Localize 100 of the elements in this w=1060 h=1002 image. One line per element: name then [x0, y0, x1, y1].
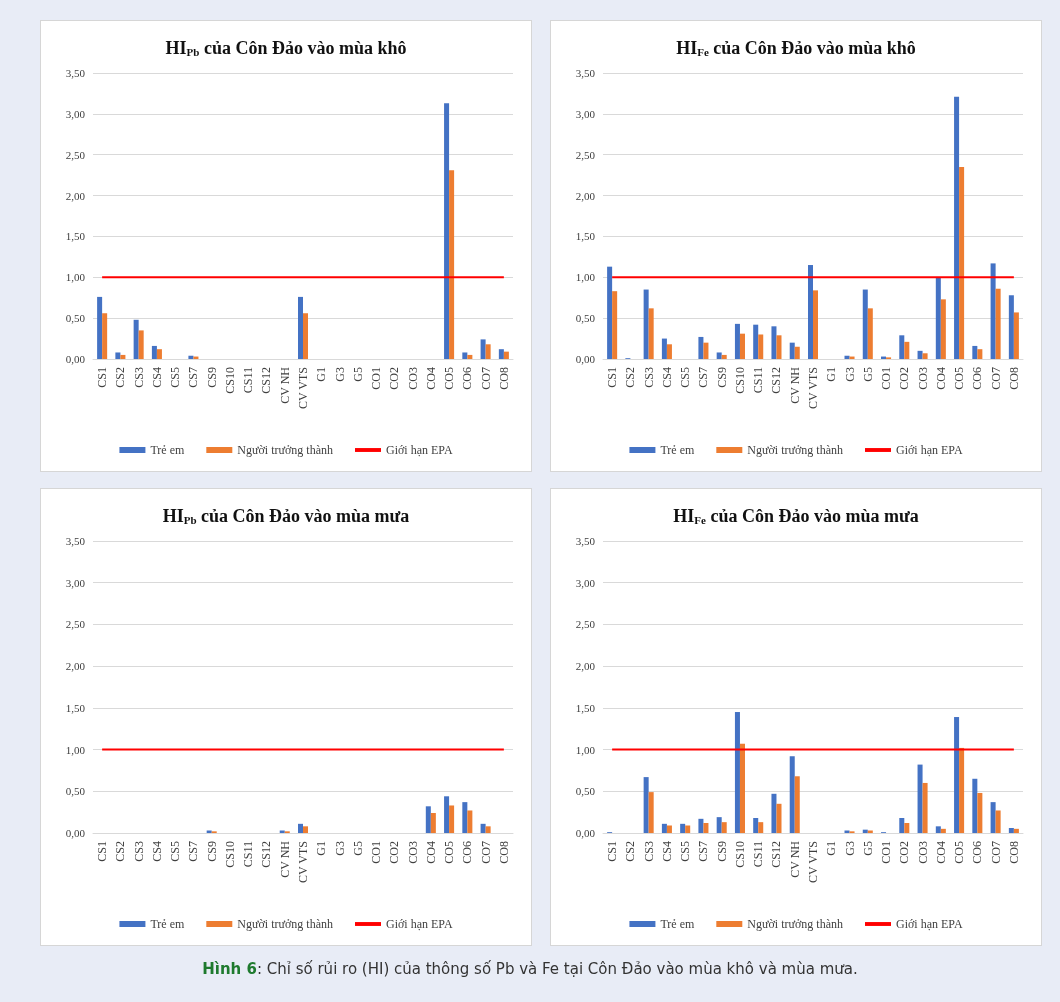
x-tick-label: CO7 — [478, 841, 493, 864]
bar — [698, 818, 704, 833]
bar — [721, 822, 727, 833]
y-tick-label: 2,50 — [65, 618, 86, 631]
bar — [430, 812, 436, 833]
y-tick-label: 0,00 — [65, 353, 86, 365]
x-tick-label: CO4 — [423, 841, 438, 864]
bar — [771, 793, 777, 833]
x-tick-label: CS1 — [95, 367, 110, 388]
x-tick-label: G5 — [350, 367, 365, 382]
x-tick-label: CS4 — [149, 841, 164, 862]
bar — [449, 170, 455, 359]
bar — [612, 291, 618, 359]
x-tick-label: CS1 — [605, 841, 620, 862]
bar — [807, 265, 813, 359]
x-tick-label: CO6 — [460, 841, 475, 864]
x-tick-label: CS11 — [751, 367, 766, 394]
x-tick-label: CS2 — [113, 367, 128, 388]
x-tick-label: CS4 — [659, 841, 674, 862]
bar — [922, 353, 928, 359]
x-tick-label: CS12 — [259, 841, 274, 868]
y-tick-label: 3,00 — [65, 107, 86, 120]
x-tick-label: CS9 — [714, 367, 729, 388]
x-tick-label: CO1 — [879, 367, 894, 390]
x-tick-label: CO7 — [988, 841, 1003, 864]
x-tick-label: G1 — [314, 367, 329, 382]
x-tick-label: G3 — [332, 367, 347, 382]
y-tick-label: 1,00 — [65, 743, 86, 756]
x-tick-label: G5 — [350, 841, 365, 856]
chart-title: HIFe của Côn Đảo vào mùa mưa — [673, 505, 919, 526]
bar — [303, 313, 309, 359]
x-tick-label: CS12 — [259, 367, 274, 394]
y-tick-label: 1,50 — [575, 701, 596, 714]
x-tick-label: CO8 — [1006, 367, 1021, 390]
x-tick-label: CO6 — [970, 841, 985, 864]
x-tick-label: G5 — [860, 841, 875, 856]
x-tick-label: CO5 — [442, 841, 457, 864]
x-tick-label: CV NH — [787, 840, 802, 878]
bar — [666, 825, 672, 833]
x-tick-label: CO7 — [478, 367, 493, 390]
bar — [922, 782, 928, 833]
x-tick-label: CO3 — [915, 841, 930, 864]
legend-label: Trẻ em — [150, 917, 185, 931]
bar — [462, 352, 468, 359]
bar — [813, 290, 819, 359]
bar — [954, 717, 960, 833]
bar — [297, 823, 303, 833]
x-tick-label: CO3 — [915, 367, 930, 390]
x-tick-label: CS5 — [678, 841, 693, 862]
y-tick-label: 0,50 — [575, 785, 596, 798]
bar — [449, 805, 455, 833]
bar — [703, 822, 709, 833]
bar — [758, 334, 764, 359]
bar — [917, 764, 923, 833]
y-tick-label: 2,00 — [65, 660, 86, 673]
bar — [1013, 828, 1019, 833]
bar — [480, 339, 486, 359]
legend-label: Người trưởng thành — [237, 917, 334, 931]
bar — [917, 350, 923, 359]
bar — [303, 826, 309, 833]
y-tick-label: 2,50 — [575, 618, 596, 631]
y-tick-label: 0,00 — [575, 827, 596, 839]
x-tick-label: CV VTS — [806, 841, 820, 883]
x-tick-label: CS1 — [95, 841, 110, 862]
y-tick-label: 1,50 — [575, 230, 596, 243]
y-tick-label: 0,50 — [65, 785, 86, 798]
bar — [661, 823, 667, 833]
legend-label: Giới hạn EPA — [386, 917, 453, 931]
x-tick-label: G3 — [842, 841, 857, 856]
x-tick-label: G3 — [332, 841, 347, 856]
x-tick-label: CV NH — [787, 366, 802, 404]
x-tick-label: CS2 — [113, 841, 128, 862]
x-tick-label: CO6 — [460, 367, 475, 390]
bar — [1008, 295, 1014, 359]
x-tick-label: CO5 — [952, 367, 967, 390]
legend-label: Người trưởng thành — [237, 443, 334, 457]
bar — [115, 352, 121, 359]
legend-label: Giới hạn EPA — [896, 443, 963, 457]
bar — [716, 352, 722, 359]
bar — [995, 288, 1001, 359]
y-tick-label: 1,00 — [575, 743, 596, 756]
x-tick-label: CS3 — [641, 367, 656, 388]
x-tick-label: CS9 — [714, 841, 729, 862]
x-tick-label: CS9 — [204, 841, 219, 862]
x-tick-label: CS9 — [204, 367, 219, 388]
bar — [739, 333, 745, 359]
x-tick-label: CO4 — [423, 367, 438, 390]
y-tick-label: 0,50 — [65, 312, 86, 325]
legend-label: Giới hạn EPA — [386, 443, 453, 457]
bar — [776, 803, 782, 833]
x-tick-label: CO2 — [897, 367, 912, 390]
bar — [703, 342, 709, 359]
x-tick-label: CO1 — [879, 841, 894, 864]
bar — [972, 778, 978, 833]
bar — [789, 756, 795, 833]
x-tick-label: CS5 — [678, 367, 693, 388]
x-tick-label: G5 — [860, 367, 875, 382]
x-tick-label: CV VTS — [296, 841, 310, 883]
x-tick-label: CV VTS — [296, 367, 310, 409]
bar — [444, 796, 450, 833]
